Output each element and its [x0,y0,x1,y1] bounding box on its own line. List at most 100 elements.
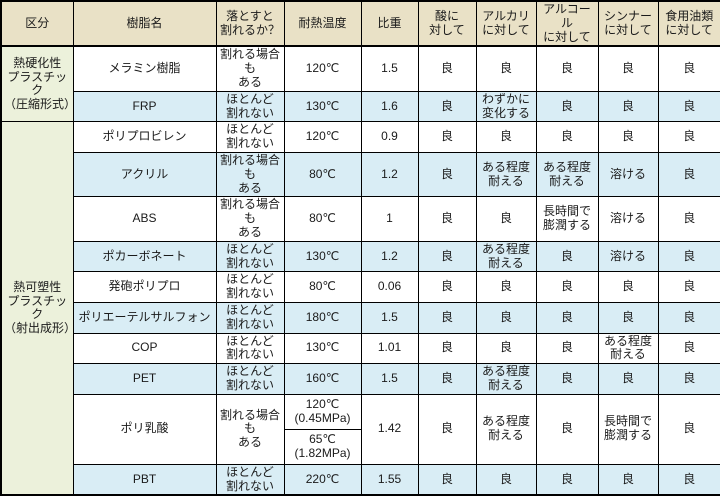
table-row: ポカーボネート ほとんど 割れない 130℃ 1.2 良 ある程度 耐える 良 … [1,240,720,273]
category-cell-thermoplastic: 熱可塑性 プラスチック （射出成形） [0,121,74,496]
acid-cell: 良 [417,121,477,153]
heat-temp-cell: 130℃ [283,90,362,123]
resin-name-cell: COP [72,332,217,365]
oil-cell: 良 [657,121,720,153]
thinner-cell: 良 [597,301,659,334]
specific-gravity-cell: 0.9 [360,121,419,153]
resin-name-cell: メラミン樹脂 [72,45,217,92]
alcohol-cell: 良 [535,121,599,153]
thinner-cell: 良 [597,45,659,92]
col-header-alcohol: アルコール に対して [535,0,599,48]
heat-temp-cell: 120℃ [283,121,362,153]
resin-name-cell: FRP [72,90,217,123]
thinner-cell: 溶ける [597,240,659,273]
alkali-cell: わずかに 変化する [475,90,537,123]
oil-cell: 良 [657,301,720,334]
oil-cell: 良 [657,463,720,496]
heat-temp-cell: 130℃ [283,332,362,365]
breakability-cell: 割れる場合も ある [215,151,285,198]
alcohol-cell: 長時間で 膨潤する [535,196,599,242]
alcohol-cell: ある程度 耐える [535,151,599,198]
heat-temp-cell: 80℃ [283,196,362,242]
col-header-specific-gravity: 比重 [360,0,419,48]
alkali-cell: ある程度 耐える [475,393,537,465]
thinner-cell: ある程度 耐える [597,332,659,365]
table-row: 発砲ポリプロ ほとんど 割れない 80℃ 0.06 良 良 良 良 良 [1,271,720,303]
specific-gravity-cell: 1.5 [360,301,419,334]
header-row: 区分 樹脂名 落とすと 割れるか？ 耐熱温度 比重 酸に 対して アルカリ に対… [0,0,720,48]
breakability-cell: ほとんど 割れない [215,90,285,123]
col-header-cooking-oil: 食用油類 に対して [657,0,720,48]
acid-cell: 良 [417,463,477,496]
breakability-cell: 割れる場合も ある [215,196,285,242]
heat-temp-cell: 160℃ [283,363,362,395]
thinner-cell: 長時間で 膨潤する [597,393,659,465]
category-cell-thermosetting: 熱硬化性 プラスチック （圧縮形式） [0,45,74,123]
table-row: PET ほとんど 割れない 160℃ 1.5 良 ある程度 耐える 良 良 良 [1,363,720,395]
breakability-cell: 割れる場合も ある [215,393,285,465]
specific-gravity-cell: 1.55 [360,463,419,496]
alkali-cell: 良 [475,463,537,496]
resin-name-cell: 発砲ポリプロ [72,271,217,303]
specific-gravity-cell: 1.42 [360,393,419,465]
breakability-cell: ほとんど 割れない [215,332,285,365]
specific-gravity-cell: 1.5 [360,45,419,92]
resin-name-cell: アクリル [72,151,217,198]
specific-gravity-cell: 1 [360,196,419,242]
table-row: PBT ほとんど 割れない 220℃ 1.55 良 良 良 良 良 [1,463,720,496]
specific-gravity-cell: 1.01 [360,332,419,365]
breakability-cell: ほとんど 割れない [215,240,285,273]
acid-cell: 良 [417,363,477,395]
alkali-cell: 良 [475,196,537,242]
thinner-cell: 溶ける [597,196,659,242]
oil-cell: 良 [657,271,720,303]
alcohol-cell: 良 [535,240,599,273]
alcohol-cell: 良 [535,363,599,395]
resin-name-cell: ポリ乳酸 [72,393,217,465]
oil-cell: 良 [657,393,720,465]
heat-temp-cell: 80℃ [283,151,362,198]
alkali-cell: 良 [475,301,537,334]
alcohol-cell: 良 [535,301,599,334]
resin-name-cell: PBT [72,463,217,496]
breakability-cell: ほとんど 割れない [215,363,285,395]
heat-temp-cell: 180℃ [283,301,362,334]
alcohol-cell: 良 [535,90,599,123]
breakability-cell: ほとんど 割れない [215,121,285,153]
oil-cell: 良 [657,196,720,242]
table-row: アクリル 割れる場合も ある 80℃ 1.2 良 ある程度 耐える ある程度 耐… [1,151,720,198]
alkali-cell: 良 [475,45,537,92]
resin-name-cell: PET [72,363,217,395]
alcohol-cell: 良 [535,45,599,92]
resin-name-cell: ポリエーテルサルフォン [72,301,217,334]
specific-gravity-cell: 1.6 [360,90,419,123]
heat-temp-cell: 120℃ [283,45,362,92]
oil-cell: 良 [657,332,720,365]
specific-gravity-cell: 1.2 [360,240,419,273]
thinner-cell: 良 [597,463,659,496]
table-row: ポリエーテルサルフォン ほとんど 割れない 180℃ 1.5 良 良 良 良 良 [1,301,720,334]
alkali-cell: 良 [475,271,537,303]
oil-cell: 良 [657,151,720,198]
heat-temp-cell-upper: 120℃ (0.45MPa) [283,393,362,430]
oil-cell: 良 [657,363,720,395]
acid-cell: 良 [417,45,477,92]
table-row: ABS 割れる場合も ある 80℃ 1 良 良 長時間で 膨潤する 溶ける 良 [1,196,720,242]
heat-temp-cell: 130℃ [283,240,362,273]
breakability-cell: 割れる場合も ある [215,45,285,92]
thinner-cell: 良 [597,90,659,123]
alcohol-cell: 良 [535,332,599,365]
thinner-cell: 良 [597,121,659,153]
breakability-cell: ほとんど 割れない [215,271,285,303]
resin-name-cell: ABS [72,196,217,242]
alcohol-cell: 良 [535,393,599,465]
thinner-cell: 溶ける [597,151,659,198]
heat-temp-cell: 220℃ [283,463,362,496]
resin-name-cell: ポカーボネート [72,240,217,273]
alcohol-cell: 良 [535,271,599,303]
col-header-acid: 酸に 対して [417,0,477,48]
col-header-thinner: シンナー に対して [597,0,659,48]
acid-cell: 良 [417,271,477,303]
table-row: 熱可塑性 プラスチック （射出成形） ポリプロビレン ほとんど 割れない 120… [0,121,720,496]
